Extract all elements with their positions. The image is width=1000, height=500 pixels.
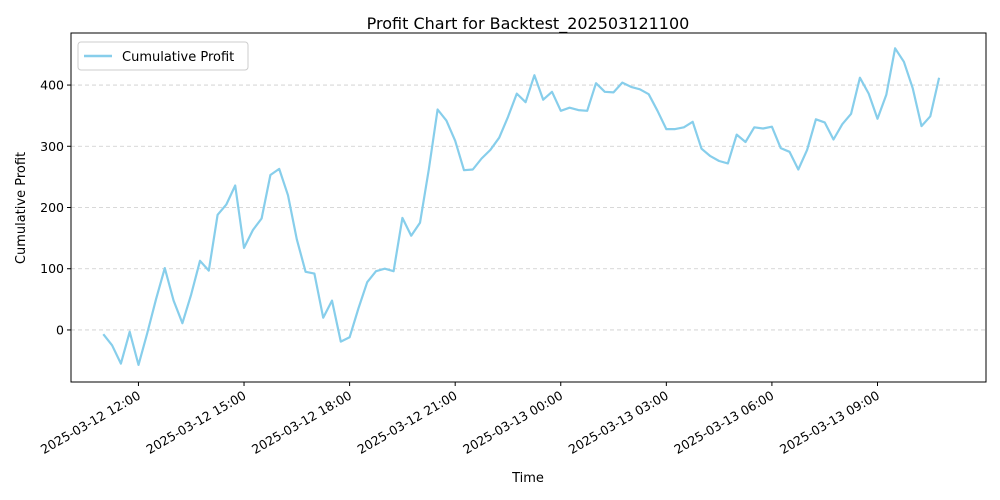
y-tick-label: 0 bbox=[56, 322, 64, 337]
legend: Cumulative Profit bbox=[77, 41, 249, 71]
y-tick-label: 300 bbox=[40, 139, 64, 154]
series-layer bbox=[102, 47, 941, 366]
y-tick-label: 200 bbox=[40, 200, 64, 215]
y-axis-ticks: 0 100 200 300 400 bbox=[40, 78, 71, 337]
legend-label-cumulative-profit: Cumulative Profit bbox=[122, 50, 234, 65]
y-tick-label: 100 bbox=[40, 261, 64, 276]
chart-title: Profit Chart for Backtest_202503121100 bbox=[367, 14, 690, 34]
x-axis-label: Time bbox=[511, 471, 544, 486]
legend-box bbox=[77, 41, 249, 71]
y-axis-label: Cumulative Profit bbox=[14, 152, 29, 264]
series-line-cumulative-profit bbox=[102, 47, 941, 366]
y-gridlines bbox=[71, 84, 986, 331]
y-tick-label: 400 bbox=[40, 78, 64, 93]
